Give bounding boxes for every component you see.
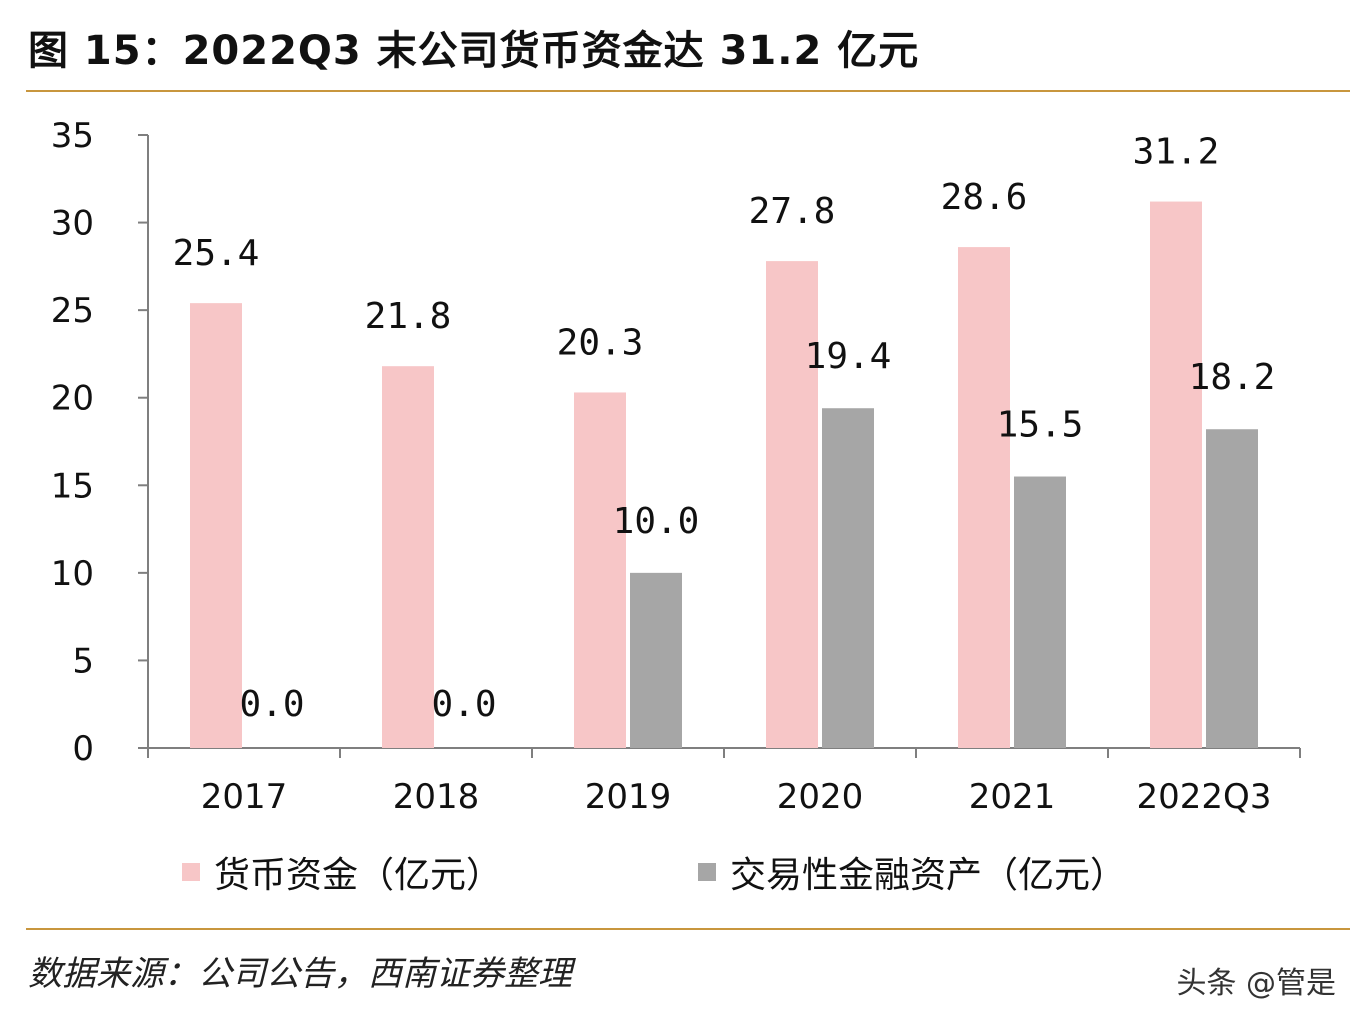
data-source-note: 数据来源：公司公告，西南证券整理 xyxy=(28,954,572,994)
data-label-series0: 31.2 xyxy=(1133,132,1220,173)
bottom-rule xyxy=(26,928,1350,930)
legend-label: 货币资金（亿元） xyxy=(214,855,502,896)
y-tick-label: 0 xyxy=(72,729,94,769)
data-label-series1: 0.0 xyxy=(431,684,496,725)
x-tick-label: 2022Q3 xyxy=(1137,777,1272,817)
data-label-series1: 19.4 xyxy=(805,336,892,377)
x-tick-label: 2020 xyxy=(777,777,864,817)
bar-series0 xyxy=(190,303,242,748)
y-tick-label: 35 xyxy=(51,116,94,156)
bar-chart: 0 5 10 15 20 25 30 35 2017 2018 2019 2020 2021 2022Q3… xyxy=(51,116,1301,896)
top-rule xyxy=(26,90,1350,92)
bar-series1 xyxy=(1206,429,1258,748)
bar-series1 xyxy=(1014,476,1066,748)
chart-axes: 0 5 10 15 20 25 30 35 2017 2018 2019 2020 2021 2022Q3 xyxy=(51,116,1301,817)
watermark: 头条 @管是 xyxy=(1176,966,1336,1001)
data-label-series0: 28.6 xyxy=(941,177,1028,218)
chart-data-labels: 25.4 21.8 20.3 27.8 28.6 31.2 0.0 0.0 10.0 19.4 15… xyxy=(173,132,1276,725)
data-label-series1: 15.5 xyxy=(997,405,1084,446)
y-tick-label: 30 xyxy=(51,204,94,244)
bar-series1 xyxy=(630,572,682,748)
page-title: 图 15：2022Q3 末公司货币资金达 31.2 亿元 xyxy=(28,28,920,74)
y-tick-label: 20 xyxy=(51,379,94,419)
data-label-series0: 25.4 xyxy=(173,233,260,274)
y-tick-label: 10 xyxy=(51,554,94,594)
bar-series0 xyxy=(958,247,1010,748)
x-tick-label: 2021 xyxy=(969,777,1056,817)
x-tick-label: 2018 xyxy=(393,777,480,817)
data-label-series0: 27.8 xyxy=(749,191,836,232)
y-tick-label: 15 xyxy=(51,466,94,506)
bar-series1 xyxy=(822,408,874,748)
x-tick-label: 2019 xyxy=(585,777,672,817)
y-tick-label: 25 xyxy=(51,291,94,331)
y-tick-label: 5 xyxy=(72,641,94,681)
legend-swatch xyxy=(698,863,716,881)
data-label-series1: 0.0 xyxy=(239,684,304,725)
chart-bars xyxy=(190,201,1258,748)
data-label-series1: 10.0 xyxy=(613,501,700,542)
bar-series0 xyxy=(382,366,434,748)
bar-series0 xyxy=(1150,201,1202,748)
data-label-series0: 20.3 xyxy=(557,322,644,363)
legend-swatch xyxy=(182,863,200,881)
legend-label: 交易性金融资产（亿元） xyxy=(730,855,1126,896)
data-label-series1: 18.2 xyxy=(1189,357,1276,398)
bar-series0 xyxy=(574,392,626,748)
x-tick-label: 2017 xyxy=(201,777,288,817)
data-label-series0: 21.8 xyxy=(365,296,452,337)
chart-legend: 货币资金（亿元） 交易性金融资产（亿元） xyxy=(182,855,1126,896)
bar-series0 xyxy=(766,261,818,748)
